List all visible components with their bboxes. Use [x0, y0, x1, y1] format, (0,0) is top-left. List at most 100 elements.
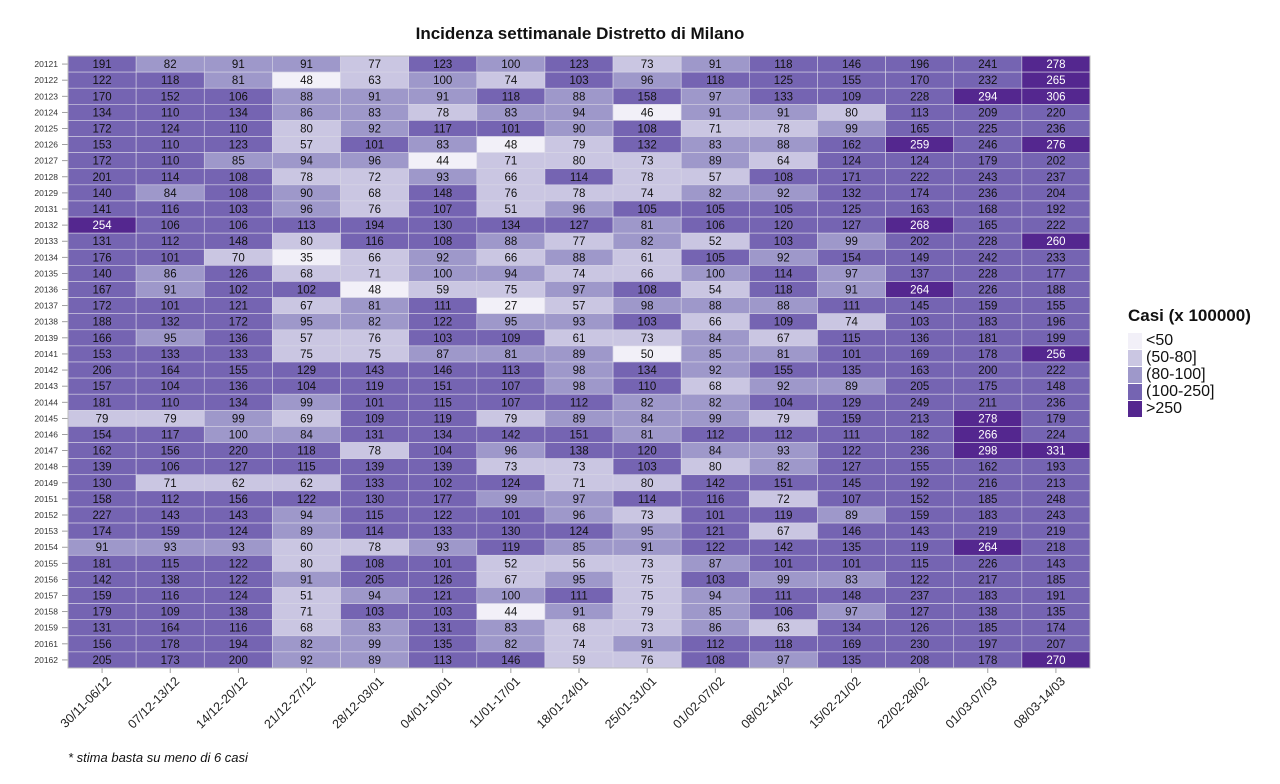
cell-value-label: 124: [229, 591, 249, 603]
cell-value-label: 155: [1046, 301, 1065, 313]
row-label: 20135: [34, 268, 58, 278]
cell-value-label: 99: [845, 236, 858, 248]
cell-value-label: 114: [570, 172, 589, 184]
cell-value-label: 95: [504, 317, 517, 329]
cell-value-label: 100: [706, 268, 725, 280]
cell-value-label: 62: [232, 478, 245, 490]
cell-value-label: 48: [504, 140, 517, 152]
cell-value-label: 80: [573, 156, 586, 168]
cell-value-label: 89: [845, 510, 858, 522]
cell-value-label: 109: [501, 333, 520, 345]
cell-value-label: 51: [300, 591, 313, 603]
cell-value-label: 85: [709, 607, 722, 619]
cell-value-label: 242: [978, 252, 997, 264]
cell-value-label: 91: [709, 107, 722, 119]
cell-value-label: 71: [573, 478, 586, 490]
cell-value-label: 139: [433, 462, 452, 474]
cell-value-label: 77: [573, 236, 586, 248]
plot-frame: [67, 55, 1091, 669]
cell-value-label: 82: [504, 639, 517, 651]
row-label: 20122: [34, 75, 58, 85]
cell-value-label: 110: [161, 107, 179, 119]
legend-label: >250: [1146, 399, 1183, 417]
cell-value-label: 138: [229, 607, 248, 619]
cell-value-label: 106: [229, 220, 248, 232]
cell-value-label: 110: [229, 123, 247, 135]
cell-value-label: 172: [92, 123, 111, 135]
cell-value-label: 83: [368, 107, 381, 119]
cell-value-label: 96: [641, 75, 654, 87]
cell-value-label: 259: [910, 140, 929, 152]
cell-value-label: 59: [436, 285, 449, 297]
cell-value-label: 172: [229, 317, 248, 329]
cell-value-label: 119: [365, 381, 383, 393]
column-label: 04/01-10/01: [398, 674, 455, 731]
cell-value-label: 143: [910, 526, 929, 538]
cell-value-label: 123: [229, 140, 248, 152]
cell-value-label: 99: [368, 639, 381, 651]
cell-value-label: 96: [368, 156, 381, 168]
cell-value-label: 225: [978, 123, 997, 135]
cell-value-label: 44: [504, 607, 517, 619]
cell-value-label: 241: [978, 59, 997, 71]
cell-value-label: 93: [777, 446, 790, 458]
cell-value-label: 64: [777, 156, 790, 168]
cell-value-label: 85: [573, 542, 586, 554]
cell-value-label: 107: [501, 381, 520, 393]
cell-value-label: 143: [1046, 558, 1065, 570]
cell-value-label: 163: [910, 204, 929, 216]
cell-value-label: 110: [161, 156, 179, 168]
cell-value-label: 228: [978, 236, 997, 248]
cell-value-label: 179: [1046, 413, 1065, 425]
cell-value-label: 151: [569, 429, 588, 441]
cell-value-label: 105: [774, 204, 793, 216]
cell-value-label: 27: [504, 301, 517, 313]
cell-value-label: 122: [229, 574, 248, 586]
cell-value-label: 119: [502, 542, 520, 554]
cell-value-label: 151: [774, 478, 793, 490]
cell-value-label: 185: [1046, 574, 1065, 586]
legend-label: <50: [1146, 331, 1174, 349]
cell-value-label: 97: [709, 91, 722, 103]
cell-value-label: 112: [774, 429, 792, 441]
cell-value-label: 103: [774, 236, 793, 248]
cell-value-label: 88: [573, 91, 586, 103]
cell-value-label: 61: [641, 252, 654, 264]
cell-value-label: 136: [910, 333, 929, 345]
cell-value-label: 103: [910, 317, 929, 329]
row-label: 20148: [34, 462, 58, 472]
cell-value-label: 88: [573, 252, 586, 264]
cell-value-label: 101: [161, 252, 180, 264]
cell-value-label: 105: [706, 204, 725, 216]
cell-value-label: 71: [709, 123, 722, 135]
cell-value-label: 298: [978, 446, 997, 458]
cell-value-label: 207: [1046, 639, 1065, 651]
cell-value-label: 85: [232, 156, 245, 168]
cell-value-label: 191: [92, 59, 111, 71]
cell-value-label: 102: [297, 285, 316, 297]
cell-value-label: 71: [164, 478, 177, 490]
cell-value-label: 103: [569, 75, 588, 87]
cell-value-label: 74: [573, 268, 586, 280]
legend-swatch: [1128, 366, 1142, 383]
cell-value-label: 205: [365, 574, 384, 586]
cell-value-label: 140: [92, 188, 111, 200]
legend-label: (100-250]: [1146, 382, 1215, 400]
cell-value-label: 81: [641, 220, 654, 232]
cell-value-label: 139: [92, 462, 111, 474]
cell-value-label: 237: [1046, 172, 1065, 184]
cell-value-label: 157: [92, 381, 111, 393]
cell-value-label: 106: [161, 220, 180, 232]
cell-value-label: 119: [910, 542, 928, 554]
cell-value-label: 51: [504, 204, 517, 216]
cell-value-label: 76: [504, 188, 517, 200]
cell-value-label: 92: [777, 188, 790, 200]
cell-value-label: 67: [504, 574, 517, 586]
cell-value-label: 72: [777, 494, 790, 506]
column-label: 01/03-07/03: [943, 674, 1000, 731]
footnote: * stima basta su meno di 6 casi: [68, 750, 248, 765]
cell-value-label: 174: [1046, 623, 1066, 635]
cell-value-label: 107: [501, 397, 520, 409]
cell-value-label: 84: [300, 429, 313, 441]
cell-value-label: 57: [573, 301, 586, 313]
